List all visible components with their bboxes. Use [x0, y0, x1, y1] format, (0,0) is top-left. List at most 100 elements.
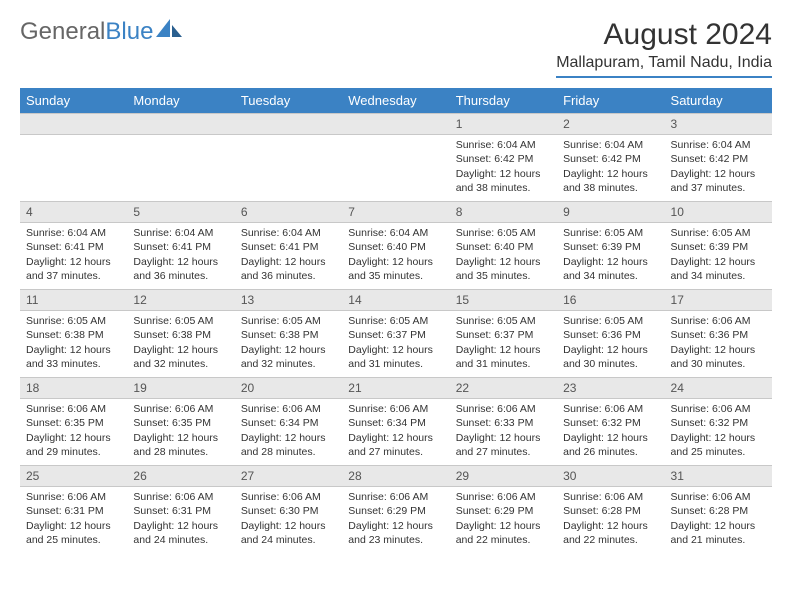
day-number: 5 — [127, 201, 234, 223]
day-number: 26 — [127, 465, 234, 487]
sunrise-text: Sunrise: 6:06 AM — [456, 490, 551, 504]
sunset-text: Sunset: 6:41 PM — [26, 240, 121, 254]
daylight-text: Daylight: 12 hours and 24 minutes. — [133, 519, 228, 547]
calendar-cell: 14Sunrise: 6:05 AMSunset: 6:37 PMDayligh… — [342, 289, 449, 377]
day-number: 19 — [127, 377, 234, 399]
weekday-header: Friday — [557, 88, 664, 113]
day-number: 14 — [342, 289, 449, 311]
sunset-text: Sunset: 6:29 PM — [348, 504, 443, 518]
day-number: 17 — [665, 289, 772, 311]
sunrise-text: Sunrise: 6:05 AM — [456, 226, 551, 240]
daylight-text: Daylight: 12 hours and 37 minutes. — [671, 167, 766, 195]
sunset-text: Sunset: 6:35 PM — [133, 416, 228, 430]
sunset-text: Sunset: 6:35 PM — [26, 416, 121, 430]
calendar-cell: 30Sunrise: 6:06 AMSunset: 6:28 PMDayligh… — [557, 465, 664, 553]
sunrise-text: Sunrise: 6:06 AM — [348, 490, 443, 504]
sail-icon — [156, 16, 182, 44]
sunset-text: Sunset: 6:42 PM — [671, 152, 766, 166]
day-details: Sunrise: 6:05 AMSunset: 6:36 PMDaylight:… — [557, 311, 664, 375]
calendar-week-row: 25Sunrise: 6:06 AMSunset: 6:31 PMDayligh… — [20, 465, 772, 553]
sunrise-text: Sunrise: 6:04 AM — [456, 138, 551, 152]
sunset-text: Sunset: 6:36 PM — [563, 328, 658, 342]
daylight-text: Daylight: 12 hours and 27 minutes. — [456, 431, 551, 459]
day-number: 6 — [235, 201, 342, 223]
day-number: 16 — [557, 289, 664, 311]
calendar-cell — [342, 113, 449, 201]
sunset-text: Sunset: 6:41 PM — [133, 240, 228, 254]
sunset-text: Sunset: 6:34 PM — [348, 416, 443, 430]
day-details: Sunrise: 6:06 AMSunset: 6:28 PMDaylight:… — [665, 487, 772, 551]
day-details: Sunrise: 6:05 AMSunset: 6:37 PMDaylight:… — [342, 311, 449, 375]
day-details: Sunrise: 6:04 AMSunset: 6:42 PMDaylight:… — [665, 135, 772, 199]
sunset-text: Sunset: 6:34 PM — [241, 416, 336, 430]
day-number: 15 — [450, 289, 557, 311]
location-text: Mallapuram, Tamil Nadu, India — [556, 54, 772, 78]
day-number: 23 — [557, 377, 664, 399]
day-number: 2 — [557, 113, 664, 135]
calendar-cell: 19Sunrise: 6:06 AMSunset: 6:35 PMDayligh… — [127, 377, 234, 465]
day-details — [235, 135, 342, 142]
calendar-cell: 13Sunrise: 6:05 AMSunset: 6:38 PMDayligh… — [235, 289, 342, 377]
day-number: 3 — [665, 113, 772, 135]
day-number — [342, 113, 449, 135]
day-details: Sunrise: 6:04 AMSunset: 6:42 PMDaylight:… — [450, 135, 557, 199]
sunset-text: Sunset: 6:36 PM — [671, 328, 766, 342]
day-details: Sunrise: 6:06 AMSunset: 6:35 PMDaylight:… — [20, 399, 127, 463]
sunrise-text: Sunrise: 6:06 AM — [26, 402, 121, 416]
sunrise-text: Sunrise: 6:05 AM — [456, 314, 551, 328]
day-number: 25 — [20, 465, 127, 487]
sunrise-text: Sunrise: 6:06 AM — [241, 402, 336, 416]
day-details — [127, 135, 234, 142]
calendar-cell: 2Sunrise: 6:04 AMSunset: 6:42 PMDaylight… — [557, 113, 664, 201]
sunset-text: Sunset: 6:38 PM — [133, 328, 228, 342]
sunrise-text: Sunrise: 6:04 AM — [671, 138, 766, 152]
calendar-cell: 5Sunrise: 6:04 AMSunset: 6:41 PMDaylight… — [127, 201, 234, 289]
daylight-text: Daylight: 12 hours and 21 minutes. — [671, 519, 766, 547]
day-details: Sunrise: 6:05 AMSunset: 6:38 PMDaylight:… — [127, 311, 234, 375]
daylight-text: Daylight: 12 hours and 34 minutes. — [563, 255, 658, 283]
sunset-text: Sunset: 6:31 PM — [26, 504, 121, 518]
day-details: Sunrise: 6:06 AMSunset: 6:32 PMDaylight:… — [557, 399, 664, 463]
calendar-week-row: 18Sunrise: 6:06 AMSunset: 6:35 PMDayligh… — [20, 377, 772, 465]
day-details: Sunrise: 6:06 AMSunset: 6:31 PMDaylight:… — [127, 487, 234, 551]
brand-name-a: General — [20, 18, 105, 46]
brand-logo: GeneralBlue — [20, 18, 182, 46]
sunrise-text: Sunrise: 6:05 AM — [26, 314, 121, 328]
daylight-text: Daylight: 12 hours and 30 minutes. — [563, 343, 658, 371]
calendar-body: 1Sunrise: 6:04 AMSunset: 6:42 PMDaylight… — [20, 113, 772, 553]
calendar-cell: 16Sunrise: 6:05 AMSunset: 6:36 PMDayligh… — [557, 289, 664, 377]
sunset-text: Sunset: 6:41 PM — [241, 240, 336, 254]
daylight-text: Daylight: 12 hours and 22 minutes. — [563, 519, 658, 547]
daylight-text: Daylight: 12 hours and 34 minutes. — [671, 255, 766, 283]
sunrise-text: Sunrise: 6:06 AM — [671, 314, 766, 328]
daylight-text: Daylight: 12 hours and 37 minutes. — [26, 255, 121, 283]
day-number: 27 — [235, 465, 342, 487]
sunset-text: Sunset: 6:42 PM — [563, 152, 658, 166]
day-number: 7 — [342, 201, 449, 223]
sunset-text: Sunset: 6:33 PM — [456, 416, 551, 430]
sunrise-text: Sunrise: 6:06 AM — [671, 402, 766, 416]
sunrise-text: Sunrise: 6:06 AM — [241, 490, 336, 504]
day-details: Sunrise: 6:05 AMSunset: 6:39 PMDaylight:… — [665, 223, 772, 287]
day-number: 1 — [450, 113, 557, 135]
day-number: 11 — [20, 289, 127, 311]
calendar-cell: 17Sunrise: 6:06 AMSunset: 6:36 PMDayligh… — [665, 289, 772, 377]
day-number: 22 — [450, 377, 557, 399]
weekday-header: Thursday — [450, 88, 557, 113]
calendar-week-row: 1Sunrise: 6:04 AMSunset: 6:42 PMDaylight… — [20, 113, 772, 201]
calendar-cell: 7Sunrise: 6:04 AMSunset: 6:40 PMDaylight… — [342, 201, 449, 289]
sunrise-text: Sunrise: 6:04 AM — [26, 226, 121, 240]
calendar-week-row: 11Sunrise: 6:05 AMSunset: 6:38 PMDayligh… — [20, 289, 772, 377]
calendar-cell: 18Sunrise: 6:06 AMSunset: 6:35 PMDayligh… — [20, 377, 127, 465]
day-details: Sunrise: 6:06 AMSunset: 6:28 PMDaylight:… — [557, 487, 664, 551]
sunset-text: Sunset: 6:28 PM — [563, 504, 658, 518]
weekday-header: Monday — [127, 88, 234, 113]
day-details: Sunrise: 6:06 AMSunset: 6:34 PMDaylight:… — [235, 399, 342, 463]
day-details: Sunrise: 6:04 AMSunset: 6:41 PMDaylight:… — [20, 223, 127, 287]
daylight-text: Daylight: 12 hours and 31 minutes. — [456, 343, 551, 371]
day-number — [235, 113, 342, 135]
day-details — [20, 135, 127, 142]
day-number: 28 — [342, 465, 449, 487]
calendar-cell: 9Sunrise: 6:05 AMSunset: 6:39 PMDaylight… — [557, 201, 664, 289]
calendar-week-row: 4Sunrise: 6:04 AMSunset: 6:41 PMDaylight… — [20, 201, 772, 289]
